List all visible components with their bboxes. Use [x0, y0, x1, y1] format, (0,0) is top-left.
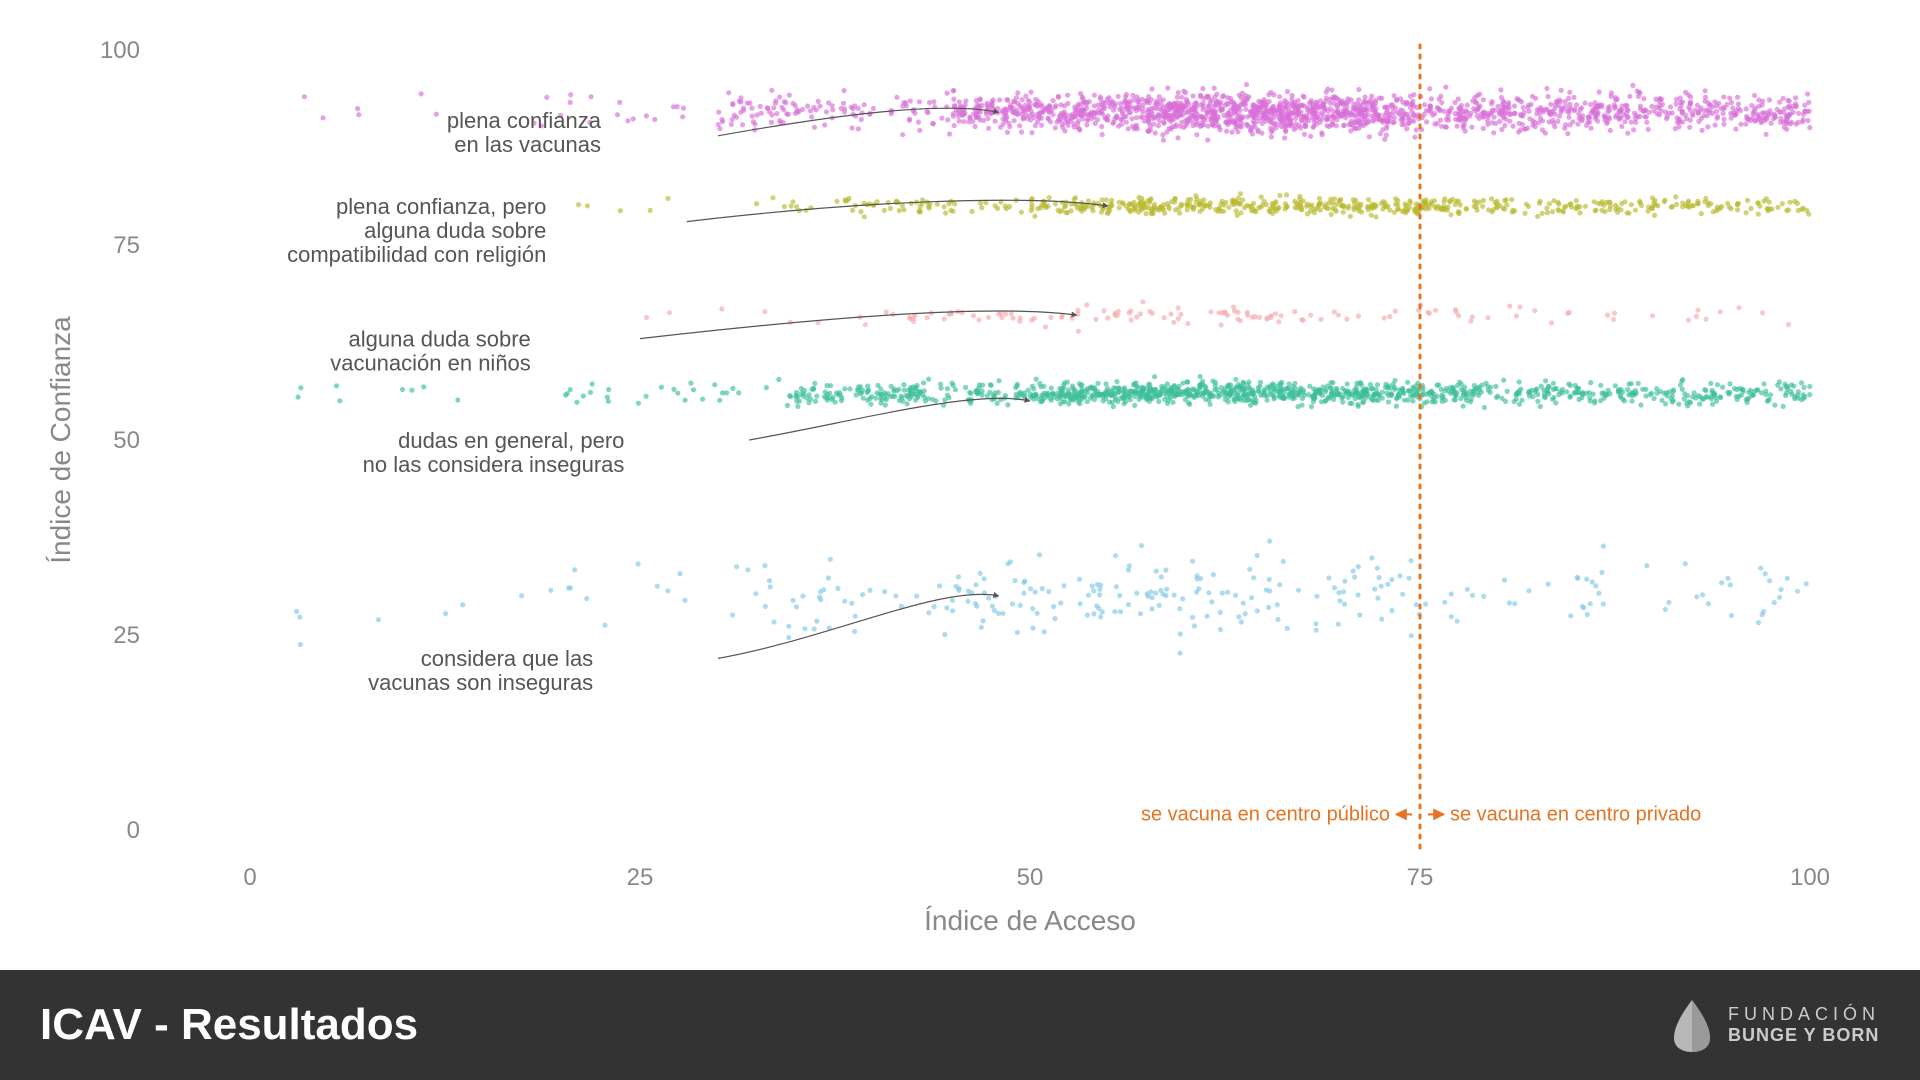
divider-left-label: se vacuna en centro público	[1141, 803, 1390, 825]
divider-right-label: se vacuna en centro privado	[1450, 803, 1701, 825]
y-tick-label: 0	[127, 817, 140, 844]
annotation-arrow-inseguras	[718, 594, 999, 658]
annotation-plena_confianza: plena confianzaen las vacunas	[447, 108, 602, 157]
scatter-chart: 0 25 50 75 100 0 25 50 75 100 Índice de Acceso Índi…	[0, 0, 1920, 970]
y-axis-label: Índice de Confianza	[45, 316, 76, 564]
footer-bar: ICAV - Resultados FUNDACIÓN BUNGE Y BORN	[0, 970, 1920, 1080]
page-title: ICAV - Resultados	[40, 1000, 418, 1050]
annotation-dudas_general: dudas en general, perono las considera i…	[363, 428, 625, 477]
annotation-arrow-dudas_general	[749, 398, 1030, 440]
footer-logo: FUNDACIÓN BUNGE Y BORN	[1670, 998, 1880, 1052]
logo-icon	[1670, 998, 1714, 1052]
y-tick-label: 75	[113, 232, 140, 259]
y-tick-label: 100	[100, 37, 140, 64]
y-tick-label: 25	[113, 622, 140, 649]
x-tick-label: 50	[1017, 864, 1044, 891]
x-axis-label: Índice de Acceso	[924, 905, 1136, 936]
logo-line-1: FUNDACIÓN	[1728, 1004, 1880, 1025]
logo-text: FUNDACIÓN BUNGE Y BORN	[1728, 1004, 1880, 1045]
annotation-confianza_religion: plena confianza, peroalguna duda sobreco…	[287, 194, 546, 267]
y-tick-label: 50	[113, 427, 140, 454]
chart-container: 0 25 50 75 100 0 25 50 75 100 Índice de Acceso Índi…	[0, 0, 1920, 970]
annotation-inseguras: considera que lasvacunas son inseguras	[368, 646, 593, 695]
annotation-duda_ninos: alguna duda sobrevacunación en niños	[330, 326, 531, 375]
logo-line-2: BUNGE Y BORN	[1728, 1025, 1880, 1046]
x-tick-label: 0	[243, 864, 256, 891]
x-tick-label: 100	[1790, 864, 1830, 891]
x-tick-label: 25	[627, 864, 654, 891]
x-tick-label: 75	[1407, 864, 1434, 891]
